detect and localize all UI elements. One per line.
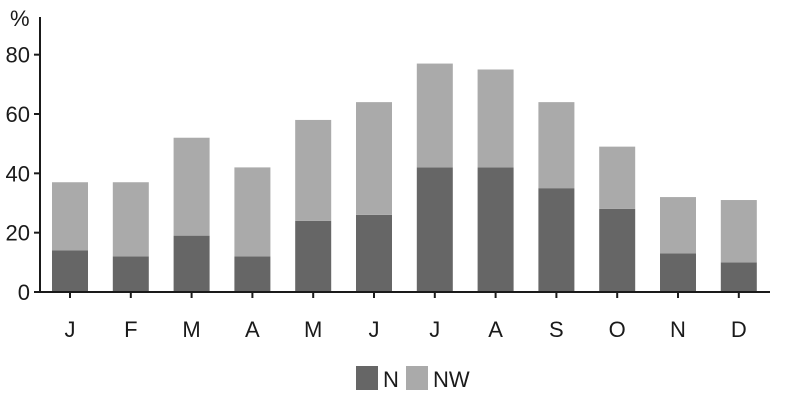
bar-nw-7 [416,63,453,168]
bar-n-12 [720,262,757,292]
x-tick-label: O [609,317,626,342]
bar-n-2 [112,256,149,292]
bar-nw-3 [173,137,210,236]
y-tick-label: 80 [6,43,30,68]
x-tick-label: J [369,317,380,342]
legend-label-n: N [383,367,399,392]
x-tick-label: F [124,317,137,342]
y-axis-unit-label: % [10,6,30,31]
bar-nw-6 [356,102,392,215]
x-tick-label: J [429,317,440,342]
bar-nw-12 [720,200,757,263]
y-tick-label: 0 [18,280,30,305]
bar-n-1 [52,250,88,292]
bar-n-7 [416,167,453,292]
bar-n-4 [234,256,271,292]
y-tick-label: 60 [6,102,30,127]
x-tick-label: A [245,317,260,342]
bar-nw-2 [112,182,149,257]
bar-n-11 [660,253,696,292]
bar-n-9 [538,188,575,292]
y-tick-label: 40 [6,161,30,186]
bar-nw-4 [234,167,271,257]
bar-nw-10 [599,146,636,209]
bar-nw-11 [660,197,696,254]
bar-nw-5 [295,119,332,221]
bar-n-6 [356,214,392,292]
bar-nw-9 [538,102,575,189]
bar-n-5 [295,220,332,292]
bar-nw-1 [52,182,88,251]
x-tick-label: D [731,317,747,342]
bar-n-10 [599,208,636,292]
bar-nw-8 [477,69,514,168]
y-axis: % 0 20 40 60 80 [6,6,41,305]
x-tick-label: M [304,317,322,342]
x-tick-label: A [488,317,503,342]
bar-n-3 [173,235,210,292]
bars [52,63,757,292]
x-tick-label: N [670,317,686,342]
x-tick-label: M [182,317,200,342]
x-tick-label: S [549,317,564,342]
legend-label-nw: NW [433,367,470,392]
bar-n-8 [477,167,514,292]
y-tick-label: 20 [6,221,30,246]
x-tick-label: J [65,317,76,342]
legend-swatch-n [356,366,378,390]
legend: N NW [356,366,470,392]
legend-swatch-nw [406,366,428,390]
